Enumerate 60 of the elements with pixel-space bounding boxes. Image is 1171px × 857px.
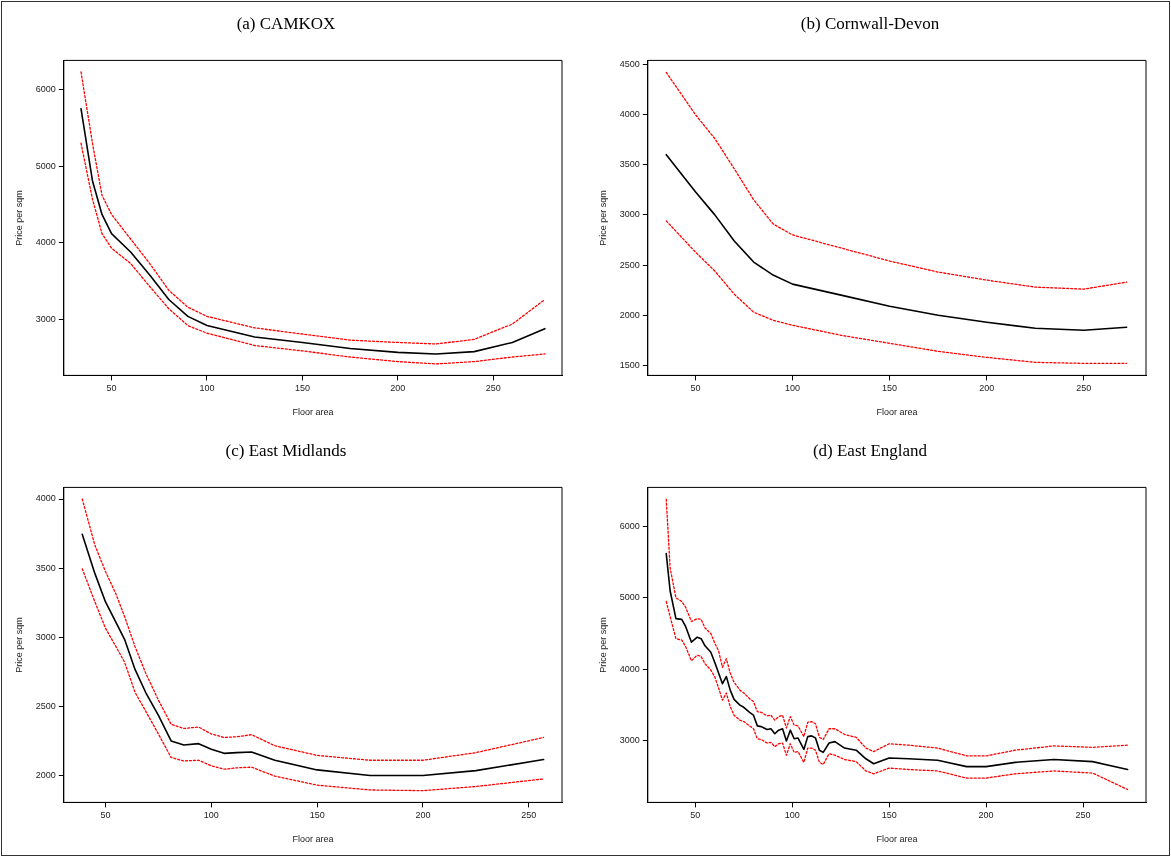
y-tick-label: 3000: [619, 209, 640, 220]
y-tick-label: 3000: [619, 734, 640, 745]
y-tick-label: 4500: [619, 58, 640, 69]
y-axis-title: Price per sqm: [13, 616, 24, 673]
x-tick-label: 200: [978, 809, 994, 820]
x-axis-title: Floor area: [875, 407, 917, 418]
line-series: [665, 498, 1128, 757]
chart-title: (b) Cornwall-Devon: [800, 13, 940, 33]
y-tick-label: 3500: [619, 159, 640, 170]
y-tick-label: 4000: [619, 109, 640, 120]
x-tick-label: 200: [390, 383, 406, 394]
x-tick-label: 50: [689, 809, 700, 820]
x-tick-label: 250: [1074, 809, 1091, 820]
chart-title: (a) CAMKOX: [236, 13, 336, 33]
x-tick-label: 100: [784, 383, 800, 394]
x-tick-label: 50: [100, 809, 111, 820]
y-tick-label: 4000: [35, 237, 56, 248]
y-axis-title: Price per sqm: [597, 190, 608, 246]
y-tick-label: 3000: [35, 313, 56, 324]
x-tick-label: 150: [881, 383, 897, 394]
x-tick-label: 200: [978, 383, 994, 394]
chart-title: (c) East Midlands: [225, 440, 347, 460]
y-tick-label: 6000: [35, 84, 56, 95]
y-axis-title: Price per sqm: [13, 190, 24, 246]
y-tick-label: 4000: [35, 492, 56, 503]
y-tick-label: 2500: [619, 259, 640, 270]
x-tick-label: 100: [203, 809, 219, 820]
y-tick-label: 1500: [619, 359, 640, 370]
x-tick-label: 50: [689, 383, 700, 394]
y-axis-title: Price per sqm: [597, 616, 608, 673]
y-tick-label: 2500: [35, 700, 56, 711]
x-tick-label: 250: [521, 809, 537, 820]
y-tick-label: 3500: [35, 562, 56, 573]
x-tick-label: 100: [784, 809, 800, 820]
y-tick-label: 2000: [35, 769, 56, 780]
x-tick-label: 100: [199, 383, 215, 394]
y-tick-label: 2000: [619, 309, 640, 320]
y-tick-label: 3000: [35, 631, 56, 642]
x-tick-label: 50: [106, 383, 117, 394]
x-axis-title: Floor area: [292, 407, 334, 418]
x-tick-label: 150: [294, 383, 310, 394]
line-series: [665, 71, 1127, 290]
x-tick-label: 150: [881, 809, 897, 820]
line-series: [80, 71, 546, 345]
x-tick-label: 200: [415, 809, 431, 820]
line-series: [665, 220, 1127, 365]
x-tick-label: 150: [309, 809, 325, 820]
x-axis-title: Floor area: [875, 833, 917, 844]
y-tick-label: 5000: [35, 160, 56, 171]
x-axis-title: Floor area: [292, 833, 334, 844]
y-tick-label: 6000: [619, 520, 640, 531]
line-series: [80, 142, 546, 365]
y-tick-label: 4000: [619, 663, 640, 674]
line-series: [81, 497, 545, 761]
y-tick-label: 5000: [619, 591, 640, 602]
line-series: [665, 600, 1128, 790]
x-tick-label: 250: [485, 383, 501, 394]
chart-title: (d) East England: [812, 440, 928, 460]
x-tick-label: 250: [1075, 383, 1091, 394]
line-series: [81, 567, 545, 791]
